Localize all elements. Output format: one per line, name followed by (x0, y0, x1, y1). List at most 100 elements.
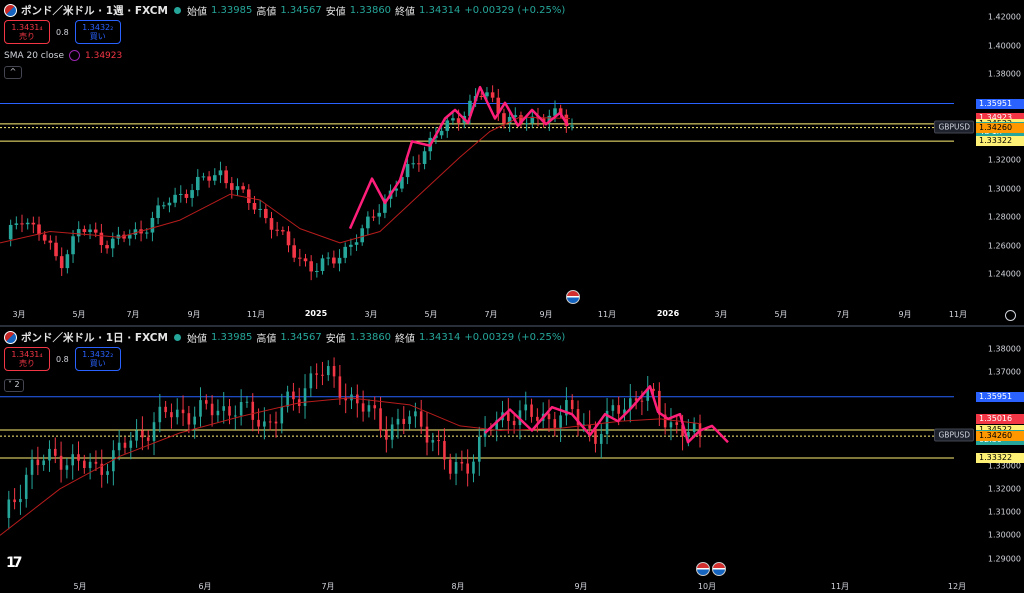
candle-body (320, 258, 325, 271)
candle (239, 389, 243, 426)
candle-body (377, 212, 382, 217)
spread-value: 0.8 (56, 27, 69, 37)
candle (692, 417, 696, 438)
candle-body (379, 408, 382, 431)
daily-trade-buttons: 1.3431₄ 売り 0.8 1.3432₂ 買い (4, 347, 121, 371)
candle (146, 430, 150, 450)
gbpusd-flag-icon (4, 4, 17, 17)
candle-body (315, 270, 319, 272)
daily-price-plot[interactable] (0, 327, 1024, 593)
candle-body (110, 238, 115, 249)
buy-button[interactable]: 1.3432₂ 買い (74, 347, 121, 371)
buy-button[interactable]: 1.3432₂ 買い (74, 20, 121, 44)
candle-body (212, 175, 217, 181)
candle-body (106, 471, 109, 475)
economic-event-icon[interactable] (712, 562, 726, 576)
candle-body (77, 454, 80, 461)
sell-label: 売り (19, 32, 35, 41)
candle-body (83, 460, 86, 468)
candle-body (373, 405, 377, 409)
candle (588, 410, 591, 442)
candle-body (161, 205, 166, 207)
panel-divider[interactable] (0, 325, 1024, 327)
sell-button[interactable]: 1.3431₄ 売り (4, 347, 50, 371)
weekly-price-plot[interactable] (0, 0, 1024, 325)
candle-body (570, 400, 574, 410)
candle-body (94, 461, 98, 464)
daily-legend: ポンド／米ドル · 1日 · FXCM 始値 1.33985 高値 1.34567 … (4, 330, 565, 345)
low-value: 1.33860 (349, 332, 392, 343)
candle (477, 426, 481, 476)
candle (507, 398, 510, 434)
time-tick-label: 5月 (424, 310, 438, 319)
sell-price: 1.3431₄ (11, 350, 43, 359)
economic-event-icon[interactable] (696, 562, 710, 576)
candle (479, 92, 484, 100)
candle-body (112, 450, 115, 472)
time-tick-label: 2026 (656, 309, 680, 318)
price-tick-label: 1.42000 (987, 12, 1021, 22)
time-tick-label: 7月 (836, 310, 850, 319)
tradingview-logo-icon[interactable]: 17 (6, 555, 23, 571)
collapse-legend-button[interactable]: ^ (4, 66, 22, 79)
candle (297, 387, 301, 414)
candle-body (20, 223, 24, 225)
candle (76, 221, 81, 243)
expand-indicators-button[interactable]: ˅ 2 (4, 379, 24, 392)
candle-body (332, 366, 336, 377)
candle-body (53, 448, 57, 456)
candle (71, 444, 74, 480)
candle (536, 408, 539, 433)
candle-body (675, 422, 679, 425)
candle (385, 416, 388, 453)
candle-body (640, 400, 644, 402)
candle (83, 454, 86, 474)
candle (337, 249, 342, 272)
weekly-price-axis[interactable]: 1.420001.400001.380001.360001.340001.320… (954, 0, 1024, 325)
sma-settings-icon[interactable] (69, 50, 80, 61)
candle-body (445, 120, 450, 131)
candle-body (456, 118, 461, 123)
candle (161, 201, 166, 209)
time-tick-label: 9月 (539, 310, 553, 319)
candle-body (417, 163, 421, 165)
daily-price-axis[interactable]: 1.380001.370001.360001.350001.340001.330… (954, 327, 1024, 593)
candle (8, 219, 13, 247)
weekly-time-axis[interactable]: 3月 5月 7月 9月 11月 2025 3月 5月 7月 9月 11月 2026 3月 5月 7月 9月 11… (0, 309, 967, 323)
candle-body (228, 406, 231, 416)
candle (218, 161, 223, 184)
daily-symbol-title[interactable]: ポンド／米ドル · 1日 · FXCM (21, 332, 168, 344)
candle (437, 430, 440, 456)
sell-button[interactable]: 1.3431₄ 売り (4, 20, 50, 44)
daily-chart-panel[interactable]: ポンド／米ドル · 1日 · FXCM 始値 1.33985 高値 1.34567 … (0, 327, 1024, 593)
candle-body (274, 421, 278, 424)
candle (286, 385, 289, 413)
daily-time-axis[interactable]: 5月 6月 7月 8月 9月 10月 11月 12月 (0, 581, 966, 593)
candle (184, 189, 189, 204)
sma-indicator-legend[interactable]: SMA 20 close 1.34923 (4, 50, 122, 61)
economic-event-icon[interactable] (566, 290, 580, 304)
candle (371, 209, 376, 222)
price-tick-label: 1.38000 (987, 69, 1021, 79)
candle-body (54, 242, 58, 257)
candle-body (234, 415, 237, 417)
close-value: 1.34314 (419, 332, 461, 343)
candle-body (275, 229, 279, 231)
candle (251, 393, 255, 432)
candle (212, 168, 217, 186)
settings-gear-icon[interactable] (1005, 310, 1016, 321)
candle (411, 156, 416, 169)
candle (195, 169, 200, 197)
weekly-chart-panel[interactable]: ポンド／米ドル · 1週 · FXCM 始値 1.33985 高値 1.34567 … (0, 0, 1024, 325)
candle-body (692, 423, 696, 432)
candle (275, 221, 279, 237)
candle-body (224, 170, 228, 184)
candle-body (210, 403, 214, 416)
candle (152, 412, 156, 456)
price-badge: 1.33322 (976, 452, 1024, 463)
candle (268, 414, 272, 431)
candle-body (141, 430, 144, 438)
weekly-symbol-title[interactable]: ポンド／米ドル · 1週 · FXCM (21, 5, 168, 17)
candle-body (669, 422, 673, 428)
candle-body (360, 228, 365, 243)
